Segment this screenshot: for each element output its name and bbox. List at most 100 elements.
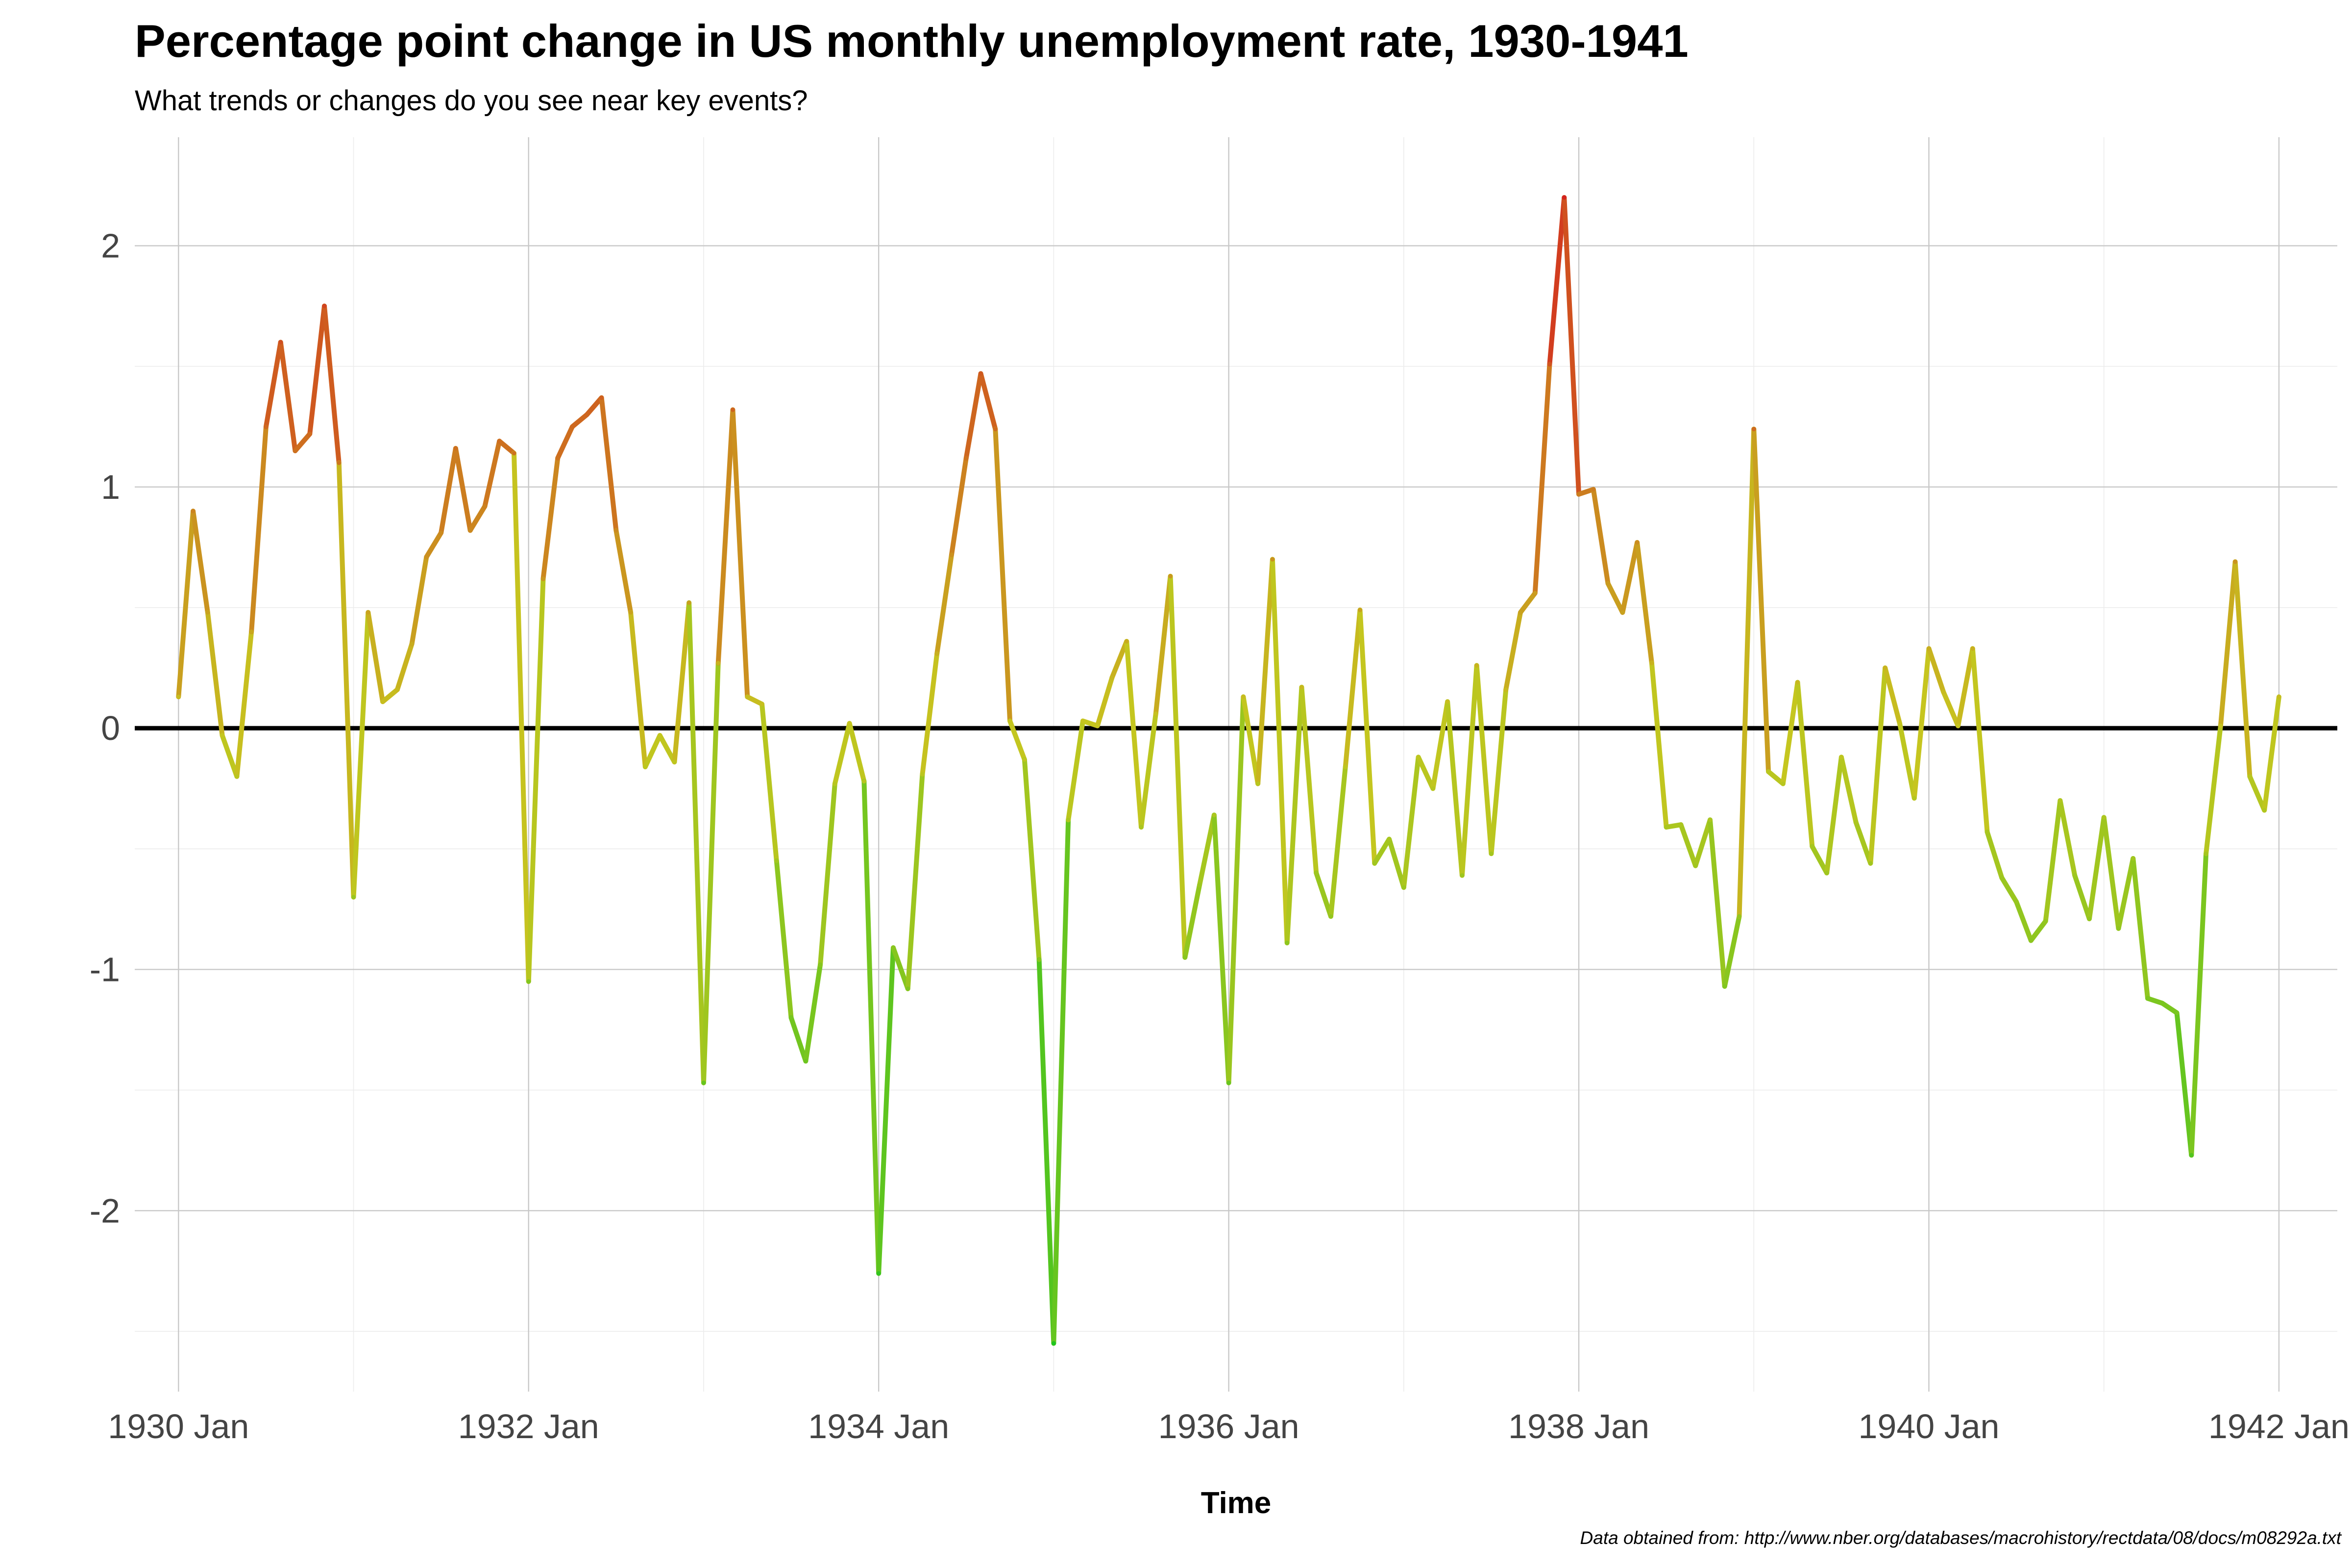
x-tick-label: 1936 Jan bbox=[1158, 1407, 1299, 1446]
series-segment bbox=[1664, 822, 1684, 830]
data-point bbox=[628, 610, 633, 615]
data-point bbox=[1562, 195, 1567, 200]
data-point bbox=[716, 661, 721, 665]
data-point bbox=[1839, 755, 1844, 760]
data-point bbox=[1007, 718, 1012, 723]
data-point bbox=[745, 694, 750, 699]
series-segment bbox=[2159, 1001, 2180, 1016]
series-segment bbox=[2262, 694, 2281, 813]
data-point bbox=[2247, 774, 2252, 779]
data-point bbox=[1824, 871, 1829, 876]
data-point bbox=[1168, 574, 1173, 579]
series-segment bbox=[876, 945, 896, 1276]
x-axis-tick-labels: 1930 Jan 1932 Jan 1934 Jan 1936 Jan 1938 Jan… bbox=[108, 1407, 2350, 1446]
data-point bbox=[2131, 856, 2135, 861]
data-point bbox=[993, 427, 998, 432]
data-point bbox=[1518, 610, 1523, 615]
series-segment bbox=[803, 962, 823, 1064]
data-point bbox=[1460, 873, 1465, 878]
data-point bbox=[1387, 837, 1392, 842]
series-segment bbox=[220, 733, 240, 779]
series-segment bbox=[1445, 699, 1465, 878]
data-point bbox=[599, 395, 604, 400]
data-point bbox=[774, 858, 779, 863]
data-point bbox=[876, 1271, 881, 1276]
minor-gridlines bbox=[135, 137, 2337, 1392]
data-point bbox=[249, 629, 254, 634]
data-point bbox=[1153, 711, 1158, 716]
data-point bbox=[2043, 919, 2048, 924]
series-segment bbox=[1941, 689, 1961, 729]
data-point bbox=[1503, 687, 1508, 692]
data-point bbox=[1109, 675, 1114, 680]
series-segment bbox=[511, 450, 531, 984]
data-point bbox=[1970, 646, 1975, 651]
data-point bbox=[1941, 689, 1946, 694]
series-segment bbox=[1401, 755, 1421, 890]
series-segment bbox=[978, 371, 998, 432]
series-segment bbox=[1737, 426, 1757, 919]
data-point bbox=[205, 610, 210, 615]
series-segment bbox=[1124, 638, 1144, 830]
series-segment bbox=[1795, 680, 1815, 849]
data-point bbox=[1751, 427, 1756, 432]
series-segment bbox=[1372, 836, 1392, 866]
data-point bbox=[1022, 757, 1027, 762]
data-point bbox=[847, 721, 852, 726]
chart-title: Percentage point change in US monthly un… bbox=[135, 15, 1689, 67]
series-segment bbox=[263, 340, 283, 429]
x-tick-label: 1930 Jan bbox=[108, 1407, 249, 1446]
series-segment bbox=[409, 554, 429, 646]
series-segment bbox=[657, 733, 677, 765]
series-segment bbox=[1999, 875, 2019, 905]
data-point bbox=[1299, 685, 1304, 689]
series-segment bbox=[467, 504, 488, 533]
series-segment bbox=[321, 303, 342, 466]
series-segment bbox=[2247, 774, 2267, 813]
series-segment bbox=[788, 1015, 808, 1064]
series-segment bbox=[1911, 646, 1932, 801]
data-point bbox=[395, 687, 400, 692]
data-point bbox=[1358, 608, 1363, 612]
data-point bbox=[1416, 755, 1421, 760]
series-segment bbox=[1868, 665, 1888, 866]
series-segment bbox=[1357, 607, 1377, 866]
series-segment bbox=[628, 610, 648, 769]
series-segment bbox=[1139, 711, 1158, 830]
data-point bbox=[1795, 680, 1800, 685]
data-point bbox=[1226, 1080, 1231, 1085]
series-segment bbox=[905, 771, 925, 991]
series-segment bbox=[2086, 815, 2107, 922]
data-point bbox=[555, 456, 560, 461]
data-point bbox=[2029, 938, 2034, 943]
data-point bbox=[2160, 1001, 2165, 1005]
data-point bbox=[570, 424, 575, 429]
data-point bbox=[1066, 817, 1071, 822]
data-point bbox=[1051, 1341, 1056, 1346]
data-point bbox=[2189, 1153, 2194, 1158]
series-segment bbox=[1678, 822, 1698, 868]
data-point bbox=[1255, 781, 1260, 786]
data-point bbox=[1606, 581, 1611, 586]
series-segment bbox=[1591, 487, 1611, 586]
series-segment bbox=[205, 610, 225, 738]
data-point bbox=[468, 528, 473, 533]
series-segment bbox=[934, 552, 955, 656]
data-point bbox=[1766, 769, 1771, 774]
series-segment bbox=[1926, 646, 1946, 695]
series-segment bbox=[1387, 836, 1406, 890]
series-segment bbox=[1299, 685, 1319, 876]
data-point bbox=[789, 1015, 794, 1020]
series-segment bbox=[424, 530, 444, 560]
series-segment bbox=[1547, 195, 1567, 367]
series-segment bbox=[760, 701, 779, 863]
series-segment bbox=[949, 455, 969, 557]
series-segment bbox=[1095, 675, 1115, 729]
data-point bbox=[439, 530, 443, 535]
data-point bbox=[1956, 723, 1960, 728]
data-point bbox=[322, 304, 327, 309]
series-segment bbox=[1853, 820, 1873, 866]
data-point bbox=[512, 451, 516, 456]
data-point bbox=[803, 1059, 808, 1064]
series-segment bbox=[1707, 817, 1727, 989]
